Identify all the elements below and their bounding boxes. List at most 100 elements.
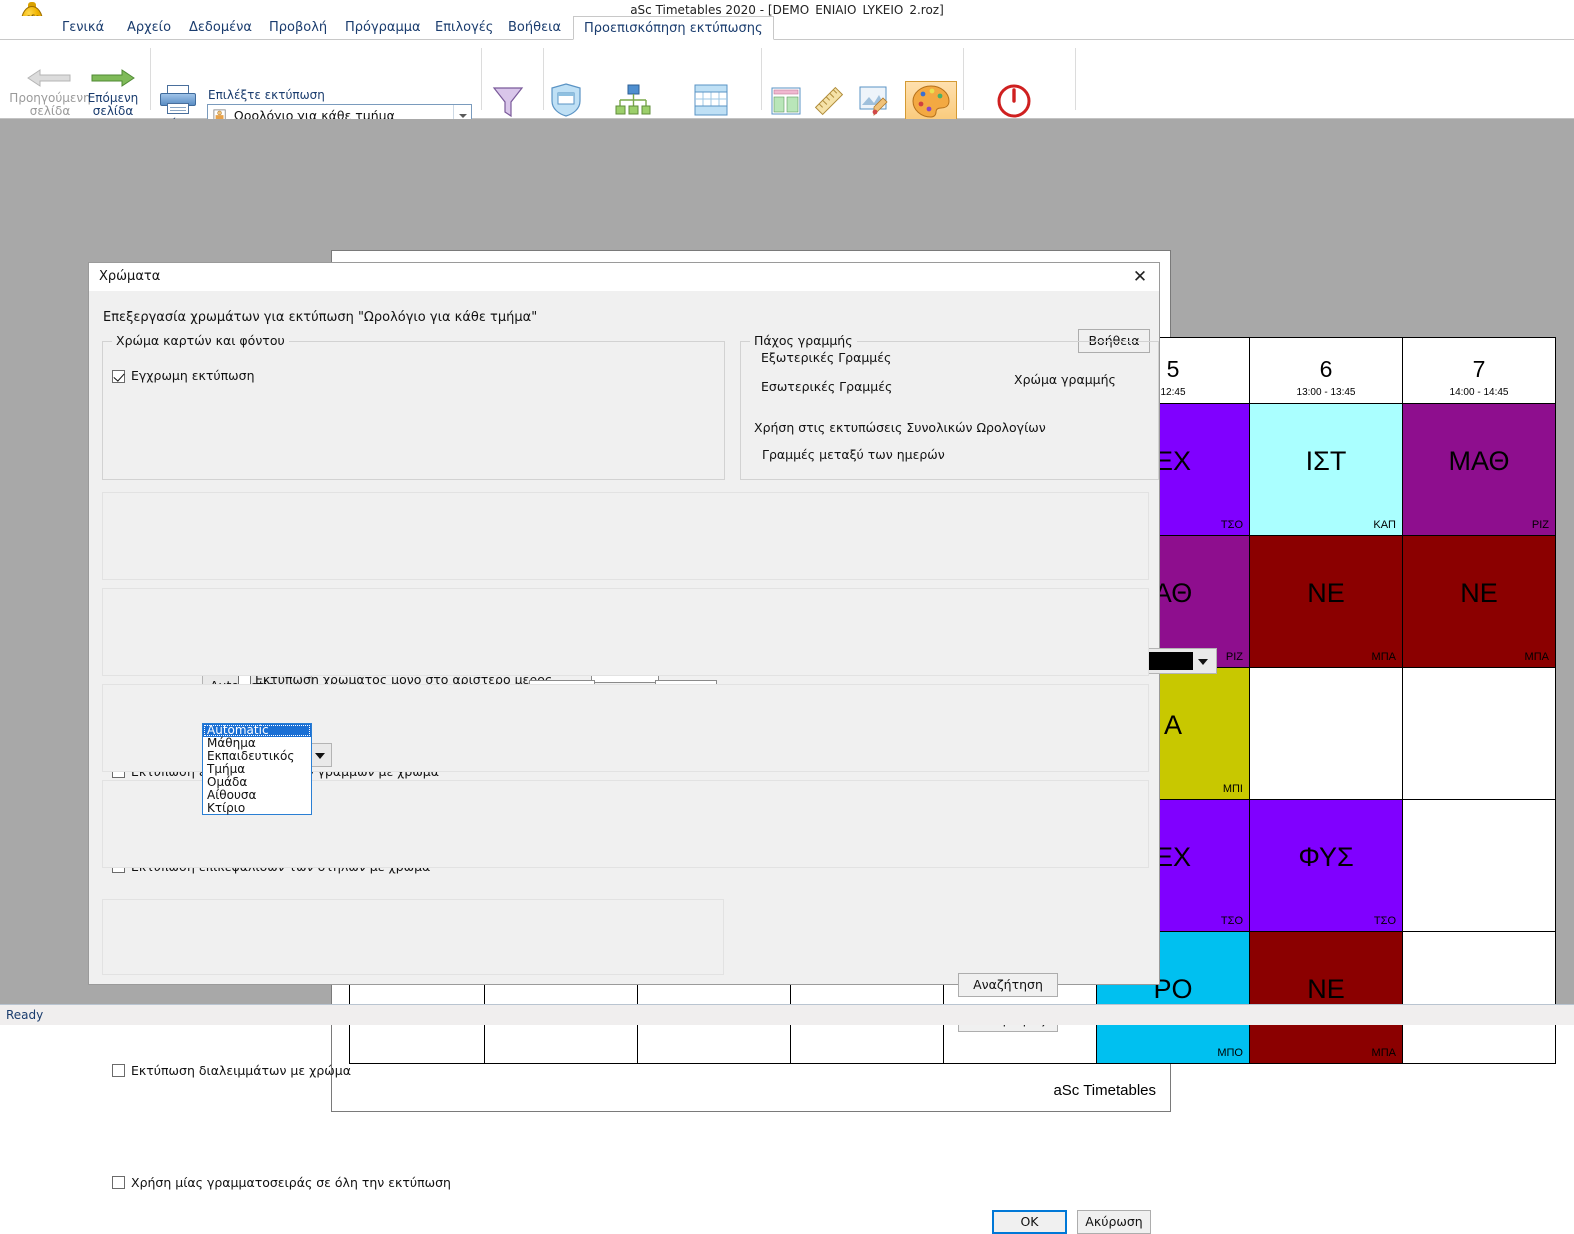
close-preview-power-icon[interactable] [997, 84, 1031, 118]
cell-subject: ΝΕ [1307, 578, 1345, 608]
timetable-cell: ΝΕ ΜΠΑ [1249, 535, 1403, 668]
line-thickness-groupbox: Πάχος γραμμής [740, 333, 1159, 480]
dropdown-option[interactable]: Μάθημα [207, 736, 256, 750]
timetable-cell: ΦΥΣ ΤΣΟ [1249, 799, 1403, 932]
timetable-cell [1402, 667, 1556, 800]
cell-teacher: ΜΠΑ [1371, 651, 1396, 663]
style-icon[interactable] [771, 87, 801, 115]
filter-icon[interactable] [492, 85, 524, 119]
column-time: 12:45 [1160, 386, 1186, 398]
cell-subject: ΙΣΤ [1305, 446, 1347, 476]
ribbon-divider-5 [963, 48, 964, 110]
ribbon-divider-4 [761, 48, 762, 110]
dropdown-option[interactable]: Τμήμα [207, 762, 246, 776]
chevron-down-icon [315, 753, 325, 759]
print-icon[interactable] [160, 85, 196, 115]
cell-teacher: ΜΠΙ [1222, 783, 1243, 795]
timetable-cell: ΙΣΤ ΚΑΠ [1249, 403, 1403, 536]
timetable-cell: ΝΕ ΜΠΑ [1249, 931, 1403, 1064]
previous-page-label[interactable]: Προηγούμενη σελίδα [9, 91, 91, 118]
dropdown-option[interactable]: Κτίριο [207, 801, 246, 815]
tab-genika[interactable]: Γενικά [62, 20, 105, 35]
cell-subject: ΦΥΣ [1298, 842, 1354, 872]
tab-voitheia[interactable]: Βοήθεια [508, 20, 562, 35]
colors-palette-icon [912, 85, 950, 118]
dropdown-option[interactable]: Ομάδα [207, 775, 248, 789]
extra-columns-rows-icon[interactable] [694, 84, 728, 117]
dropdown-option[interactable]: Automatic [203, 724, 311, 737]
cell-teacher: ΤΣΟ [1220, 519, 1243, 531]
breaks-color-checkbox[interactable] [112, 1064, 125, 1077]
single-font-section [102, 899, 724, 975]
timetable-cell: ΜΑΘ ΡΙΖ [1402, 403, 1556, 536]
column-number: 7 [1472, 355, 1486, 382]
cell-teacher: ΤΣΟ [1373, 915, 1396, 927]
timetable-column-header: 7 14:00 - 14:45 [1402, 337, 1556, 404]
cancel-button[interactable]: Ακύρωση [1077, 1210, 1151, 1234]
close-icon[interactable]: ✕ [1132, 267, 1148, 287]
single-font-label[interactable]: Χρήση μίας γραμματοσειράς σε όλη την εκτ… [131, 1175, 451, 1190]
row-headers-section [102, 492, 1149, 580]
cards-background-groupbox: Χρώμα καρτών και φόντου [102, 333, 725, 480]
colors-dialog: Χρώματα ✕ Επεξεργασία χρωμάτων για εκτύπ… [88, 262, 1217, 1234]
status-text: Ready [6, 1008, 44, 1022]
dropdown-option[interactable]: Αίθουσα [207, 788, 257, 802]
status-bar: Ready [0, 1004, 1574, 1025]
line-thickness-group-title: Πάχος γραμμής [750, 333, 857, 348]
timetable-cell [1402, 799, 1556, 932]
breaks-color-label[interactable]: Εκτύπωση διαλειμμάτων με χρώμα [131, 1063, 351, 1078]
tab-print-preview[interactable]: Προεπισκόπηση εκτύπωσης [573, 16, 774, 40]
cell-teacher: ΜΠΟ [1217, 1047, 1243, 1059]
general-settings-icon[interactable] [551, 83, 581, 117]
select-print-label: Επιλέξτε εκτύπωση [208, 88, 325, 102]
cell-teacher: ΤΣΟ [1220, 915, 1243, 927]
design-icon[interactable] [858, 85, 890, 117]
ribbon-divider [150, 48, 151, 110]
window-title: aSc Timetables 2020 - [DEMO_ENIAIO_LYKEI… [630, 3, 944, 17]
ribbon-tabstrip: Γενικά Αρχείο Δεδομένα Προβολή Πρόγραμμα… [0, 16, 1574, 40]
next-page-label[interactable]: Επόμενη σελίδα [87, 91, 139, 118]
ribbon-divider-2 [481, 48, 482, 110]
cell-subject: Α [1163, 710, 1182, 740]
color-print-checkbox-label[interactable]: Εγχρωμη εκτύπωση [131, 368, 255, 383]
preview-page-footer: aSc Timetables [1053, 1082, 1156, 1099]
column-time: 14:00 - 14:45 [1449, 386, 1509, 398]
previous-page-icon[interactable] [24, 66, 74, 90]
cell-subject: ΕΧ [1154, 446, 1192, 476]
tab-arxeio[interactable]: Αρχείο [127, 20, 172, 35]
tab-provoli[interactable]: Προβολή [269, 20, 328, 35]
dialog-title: Χρώματα [99, 269, 161, 284]
cell-teacher: ΚΑΠ [1373, 519, 1396, 531]
column-number: 6 [1319, 355, 1333, 382]
dropdown-option[interactable]: Εκπαιδευτικός [207, 749, 295, 763]
ok-button[interactable]: OK [992, 1210, 1067, 1234]
total-timetables-note: Χρήση στις εκτυπώσεις Συνολικών Ωρολογίω… [754, 420, 1046, 435]
timetable-cell [1402, 931, 1556, 1064]
cell-teacher: ΡΙΖ [1225, 651, 1243, 663]
dialog-body: Επεξεργασία χρωμάτων για εκτύπωση "Ωρολό… [89, 291, 1217, 1234]
between-days-label: Γραμμές μεταξύ των ημερών [762, 447, 945, 462]
tab-dedomena[interactable]: Δεδομένα [189, 20, 252, 35]
tab-epiloges[interactable]: Επιλογές [435, 20, 494, 35]
inner-lines-label: Εσωτερικές Γραμμές [761, 379, 893, 394]
cards-background-group-title: Χρώμα καρτών και φόντου [112, 333, 289, 348]
tab-programma[interactable]: Πρόγραμμα [345, 20, 421, 35]
browse-button[interactable]: Αναζήτηση [958, 973, 1058, 997]
sizes-ruler-icon[interactable] [813, 85, 845, 117]
color-print-checkbox[interactable] [112, 370, 125, 383]
timetable-column-header: 6 13:00 - 13:45 [1249, 337, 1403, 404]
next-page-icon[interactable] [88, 66, 138, 90]
cell-subject: ΕΧ [1154, 842, 1192, 872]
timetable-cell: ΝΕ ΜΠΑ [1402, 535, 1556, 668]
ribbon-divider-3 [543, 48, 544, 110]
modify-prints-icon[interactable] [615, 84, 651, 117]
dialog-description: Επεξεργασία χρωμάτων για εκτύπωση "Ωρολό… [103, 310, 538, 325]
cell-subject: ΝΕ [1460, 578, 1498, 608]
chevron-down-icon [1198, 659, 1208, 665]
outer-lines-label: Εξωτερικές Γραμμές [761, 350, 892, 365]
card-color-dropdown-list[interactable]: Automatic Μάθημα Εκπαιδευτικός Τμήμα Ομάδα Αί… [202, 723, 312, 815]
single-font-checkbox[interactable] [112, 1176, 125, 1189]
ribbon-divider-6 [1075, 48, 1076, 110]
cell-teacher: ΜΠΑ [1524, 651, 1549, 663]
